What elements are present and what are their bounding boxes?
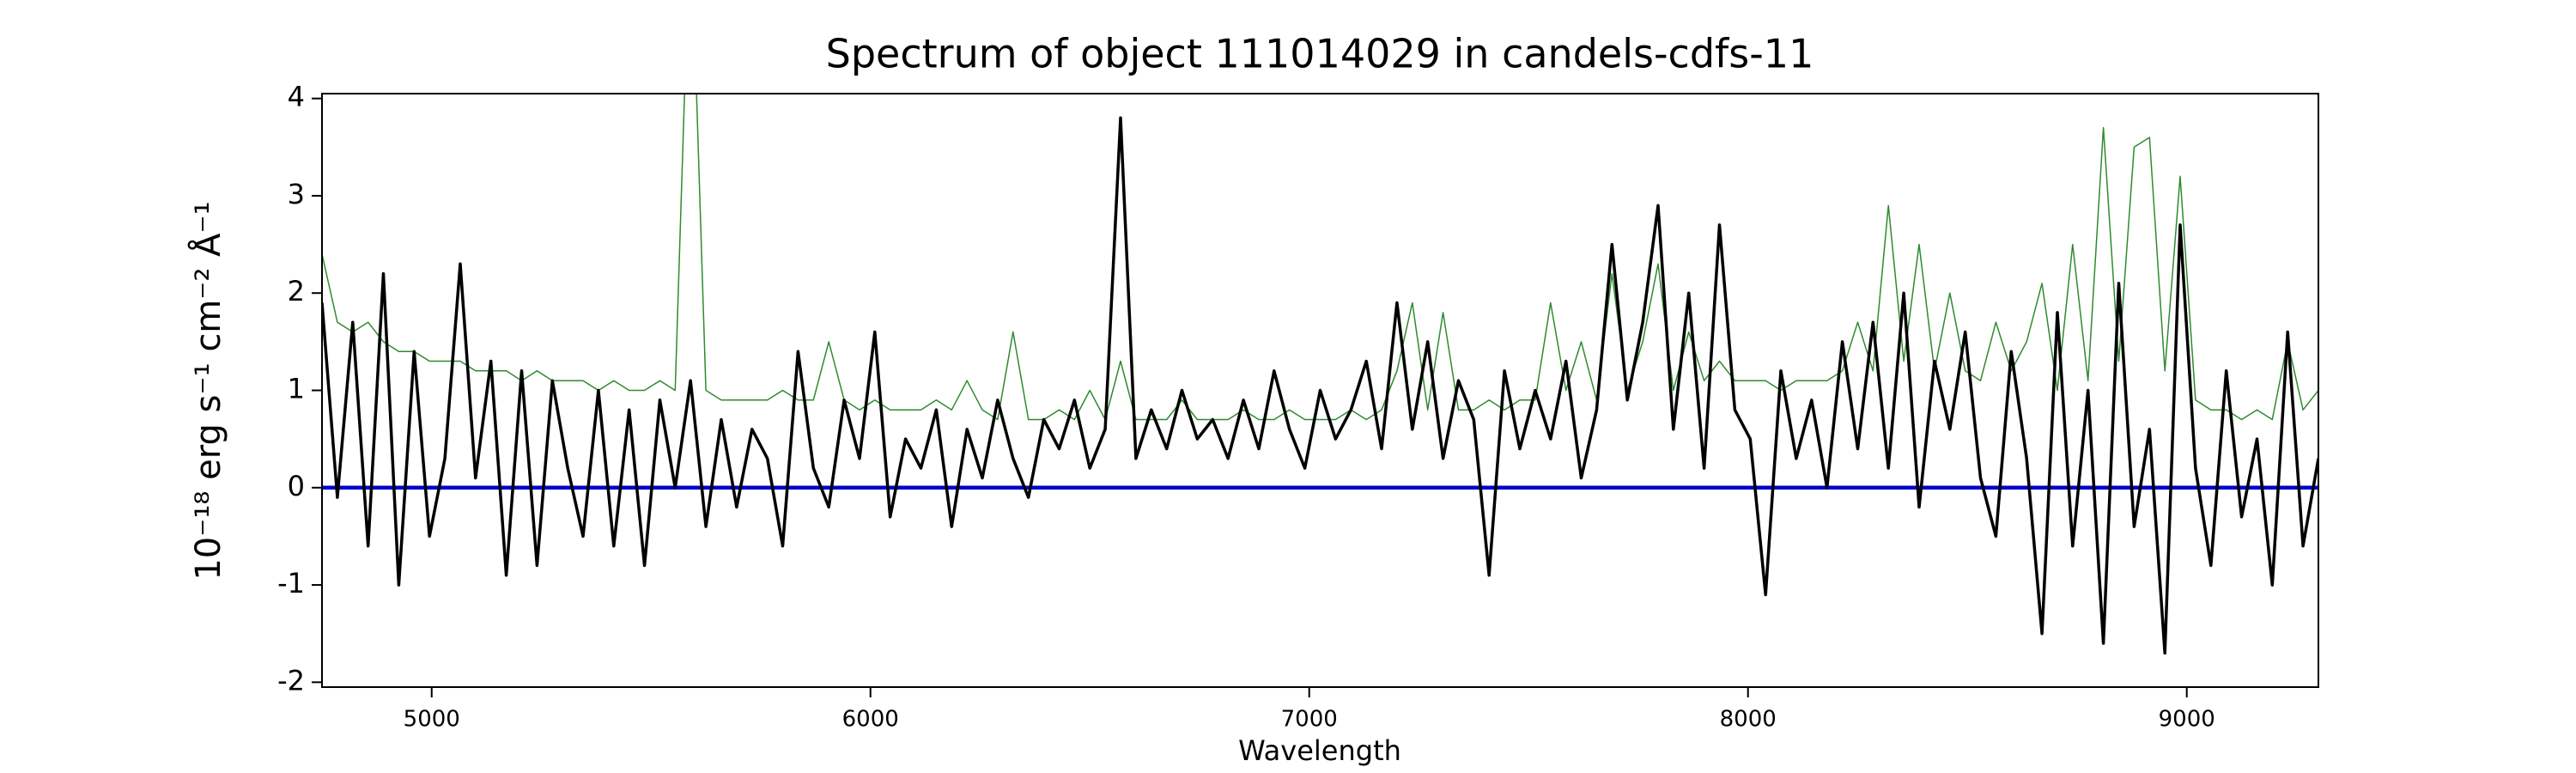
y-tick-label: 1 bbox=[288, 373, 305, 405]
spectrum-line bbox=[322, 116, 2318, 655]
x-tick-label: 9000 bbox=[2159, 707, 2215, 733]
x-tick-label: 6000 bbox=[842, 707, 899, 733]
y-tick-label: 2 bbox=[288, 275, 305, 307]
plot-area bbox=[322, 94, 2318, 655]
x-tick-label: 5000 bbox=[404, 707, 460, 733]
chart-title: Spectrum of object 111014029 in candels-… bbox=[826, 31, 1814, 77]
x-tick-label: 8000 bbox=[1720, 707, 1777, 733]
spectrum-line bbox=[322, 94, 2318, 421]
x-axis-label: Wavelength bbox=[1238, 734, 1401, 767]
y-tick-label: -2 bbox=[277, 664, 305, 697]
y-tick-label: 3 bbox=[288, 178, 305, 210]
y-tick-label: -1 bbox=[277, 567, 305, 600]
y-tick-label: 4 bbox=[288, 81, 305, 113]
x-tick-label: 7000 bbox=[1281, 707, 1338, 733]
y-tick-label: 0 bbox=[288, 470, 305, 502]
y-axis-label: 10⁻¹⁸ erg s⁻¹ cm⁻² Å⁻¹ bbox=[187, 201, 228, 580]
